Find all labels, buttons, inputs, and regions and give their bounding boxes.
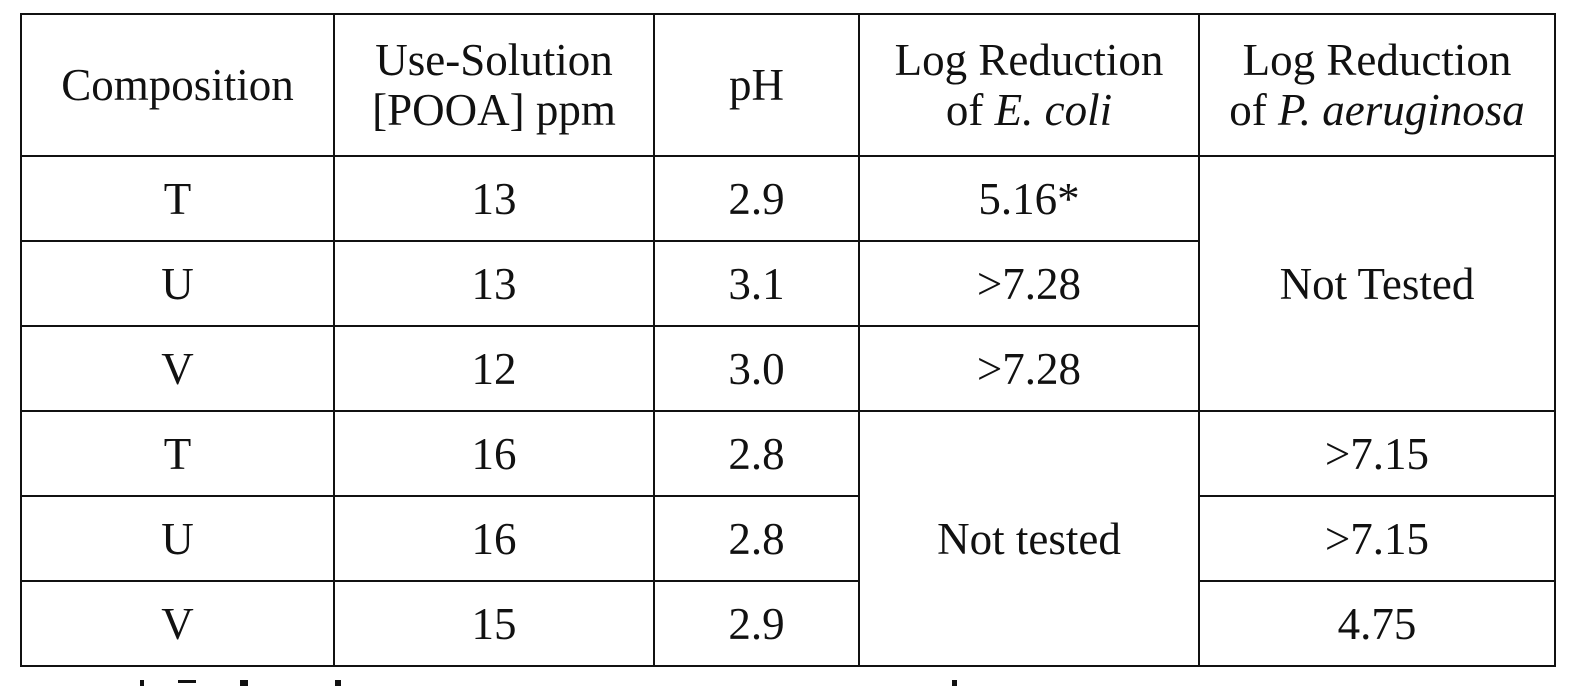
header-ph: pH: [654, 14, 859, 156]
cell-ph: 2.9: [654, 156, 859, 241]
cell-paeruginosa: >7.15: [1199, 496, 1555, 581]
cell-paeruginosa: 4.75: [1199, 581, 1555, 666]
header-log-reduction-ecoli: Log Reductionof E. coli: [859, 14, 1199, 156]
cell-composition: V: [21, 326, 334, 411]
cell-ecoli: >7.28: [859, 326, 1199, 411]
cell-pooa-ppm: 13: [334, 241, 654, 326]
header-row: Composition Use-Solution[POOA] ppm pH Lo…: [21, 14, 1555, 156]
cell-paeruginosa-not-tested: Not Tested: [1199, 156, 1555, 411]
text-fragment: [178, 680, 196, 683]
header-log-reduction-paeruginosa: Log Reductionof P. aeruginosa: [1199, 14, 1555, 156]
cell-composition: U: [21, 241, 334, 326]
cell-ecoli: 5.16*: [859, 156, 1199, 241]
cell-pooa-ppm: 12: [334, 326, 654, 411]
cell-paeruginosa: >7.15: [1199, 411, 1555, 496]
cell-pooa-ppm: 16: [334, 411, 654, 496]
cell-pooa-ppm: 16: [334, 496, 654, 581]
cell-composition: V: [21, 581, 334, 666]
cell-pooa-ppm: 13: [334, 156, 654, 241]
table-row: T 13 2.9 5.16* Not Tested: [21, 156, 1555, 241]
text-fragment: [335, 680, 341, 686]
cell-ph: 3.0: [654, 326, 859, 411]
header-use-solution: Use-Solution[POOA] ppm: [334, 14, 654, 156]
text-fragment: [240, 680, 248, 686]
cell-composition: U: [21, 496, 334, 581]
cell-pooa-ppm: 15: [334, 581, 654, 666]
cell-ecoli: >7.28: [859, 241, 1199, 326]
table-row: V 15 2.9 4.75: [21, 581, 1555, 666]
cell-ph: 2.9: [654, 581, 859, 666]
header-composition: Composition: [21, 14, 334, 156]
cropped-text-line: [0, 676, 1572, 688]
cell-composition: T: [21, 156, 334, 241]
cell-ph: 3.1: [654, 241, 859, 326]
text-fragment: [952, 680, 957, 686]
table-row: U 16 2.8 >7.15: [21, 496, 1555, 581]
cell-ph: 2.8: [654, 496, 859, 581]
cell-ecoli-not-tested: Not tested: [859, 411, 1199, 666]
results-table: Composition Use-Solution[POOA] ppm pH Lo…: [20, 13, 1556, 667]
cell-ph: 2.8: [654, 411, 859, 496]
table-row: T 16 2.8 Not tested >7.15: [21, 411, 1555, 496]
text-fragment: [140, 680, 144, 686]
cell-composition: T: [21, 411, 334, 496]
